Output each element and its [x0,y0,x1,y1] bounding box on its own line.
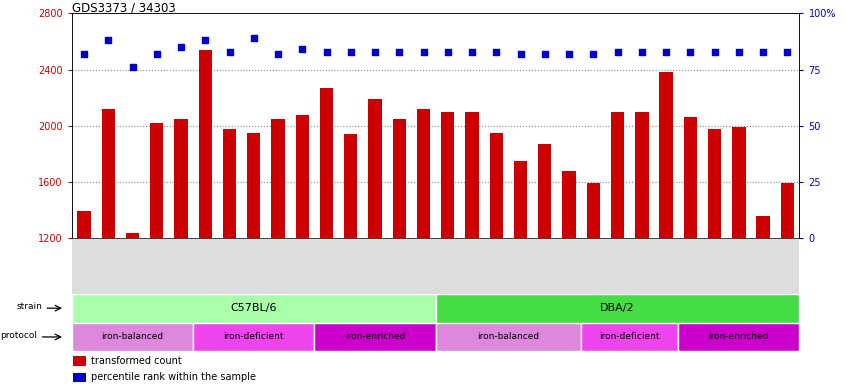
Point [77,51,91,57]
Bar [102,109,115,238]
Point [150,51,163,57]
Text: C57BL/6: C57BL/6 [231,303,277,313]
Point [490,48,503,55]
Point [465,48,479,55]
Bar [72,294,436,323]
Text: iron-deficient: iron-deficient [223,333,284,341]
Bar [199,50,212,238]
Bar [417,109,431,238]
Bar [441,112,454,238]
Bar [684,118,697,238]
Point [417,48,431,55]
Bar [563,170,576,238]
Text: iron-deficient: iron-deficient [600,333,660,341]
Bar [272,119,285,238]
Text: strain: strain [16,302,42,311]
Point [441,48,454,55]
Text: protocol: protocol [1,331,37,340]
Bar [295,114,309,238]
Point [756,48,770,55]
Bar [436,323,581,351]
Bar [72,323,193,351]
Text: iron-balanced: iron-balanced [477,333,540,341]
Bar [74,356,86,366]
Bar [732,127,745,238]
Point [368,48,382,55]
Point [174,44,188,50]
Bar [393,119,406,238]
Point [295,46,309,53]
Bar [678,323,799,351]
Bar [436,294,799,323]
Bar [586,183,600,238]
Point [247,35,261,41]
Point [320,48,333,55]
Text: iron-enriched: iron-enriched [709,333,769,341]
Point [684,48,697,55]
Point [344,48,358,55]
Point [514,51,527,57]
Bar [611,112,624,238]
Point [102,37,115,43]
Point [272,51,285,57]
Bar [756,216,770,238]
Bar [150,123,163,238]
Bar [126,233,140,238]
Bar [222,129,236,238]
Text: percentile rank within the sample: percentile rank within the sample [91,372,255,382]
Text: iron-enriched: iron-enriched [345,333,405,341]
Point [732,48,745,55]
Point [222,48,236,55]
Bar [193,323,315,351]
Bar [781,183,794,238]
Bar [74,372,86,382]
Bar [514,161,527,238]
Text: transformed count: transformed count [91,356,182,366]
Point [635,48,649,55]
Point [659,48,673,55]
Point [538,51,552,57]
Bar [320,88,333,238]
Bar [635,112,649,238]
Bar [315,323,436,351]
Point [708,48,722,55]
Bar [77,212,91,238]
Bar [581,323,678,351]
Bar [344,134,358,238]
Text: GDS3373 / 34303: GDS3373 / 34303 [72,2,176,15]
Bar [659,73,673,238]
Point [126,64,140,70]
Point [781,48,794,55]
Text: DBA/2: DBA/2 [601,303,634,313]
Point [611,48,624,55]
Bar [174,119,188,238]
Point [586,51,600,57]
Bar [490,133,503,238]
Bar [368,99,382,238]
Bar [247,133,261,238]
Point [393,48,406,55]
Text: iron-balanced: iron-balanced [102,333,163,341]
Bar [465,112,479,238]
Bar [708,129,722,238]
Point [199,37,212,43]
Bar [538,144,552,238]
Point [563,51,576,57]
